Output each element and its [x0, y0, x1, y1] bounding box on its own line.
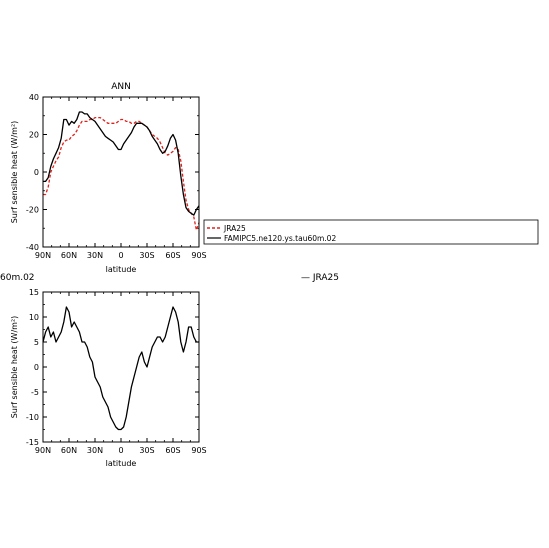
clipped-label-left: 60m.02: [0, 273, 35, 283]
legend: JRA25 FAMIPC5.ne120.ys.tau60m.02: [203, 219, 539, 245]
y-tick-label: -15: [26, 438, 39, 447]
y-tick-label: 20: [29, 131, 39, 140]
clipped-label-right: — JRA25: [301, 273, 339, 283]
x-tick-label: 30S: [139, 446, 154, 455]
top-panel: ANN Surf sensible heat (W/m²) latitude 9…: [10, 82, 207, 274]
y-tick-label: -40: [26, 243, 39, 252]
chart-title: ANN: [111, 82, 131, 92]
x-tick-label: 0: [118, 251, 123, 260]
legend-label-model: FAMIPC5.ne120.ys.tau60m.02: [224, 234, 336, 243]
plot-frame-bottom: [42, 291, 200, 443]
y-tick-label: -10: [26, 413, 39, 422]
y-tick-label: -5: [31, 388, 39, 397]
y-tick-label: 0: [34, 363, 39, 372]
y-tick-label: 10: [29, 313, 39, 322]
x-axis-label-bottom: latitude: [106, 459, 137, 468]
x-tick-label: 30N: [87, 446, 103, 455]
x-tick-label: 30N: [87, 251, 103, 260]
bottom-panel: Surf sensible heat (W/m²) latitude 90N 60…: [10, 288, 207, 468]
x-tick-label: 90S: [191, 446, 206, 455]
legend-box: [203, 219, 539, 245]
x-tick-label: 30S: [139, 251, 154, 260]
x-tick-label: 60N: [61, 251, 77, 260]
x-tick-label: 60S: [165, 446, 180, 455]
x-axis-label: latitude: [106, 265, 137, 274]
y-tick-label: 5: [34, 338, 39, 347]
series-line-jra25: [43, 116, 200, 231]
legend-label-jra25: JRA25: [223, 224, 246, 233]
x-tick-label: 0: [118, 446, 123, 455]
y-tick-label: -20: [26, 206, 39, 215]
x-tick-label: 90N: [35, 446, 51, 455]
x-tick-label: 90N: [35, 251, 51, 260]
series-line-famipc5-ne120-ys-tau60m-02: [43, 111, 200, 216]
x-tick-label: 90S: [191, 251, 206, 260]
series-line-diff-0: [42, 306, 199, 431]
y-axis-label-bottom: Surf sensible heat (W/m²): [10, 316, 19, 419]
y-tick-label: 40: [29, 93, 39, 102]
y-tick-label: 15: [29, 288, 39, 297]
plot-frame: [42, 96, 200, 248]
y-axis-label: Surf sensible heat (W/m²): [10, 121, 19, 224]
y-tick-label: 0: [34, 168, 39, 177]
x-tick-label: 60N: [61, 446, 77, 455]
x-tick-label: 60S: [165, 251, 180, 260]
